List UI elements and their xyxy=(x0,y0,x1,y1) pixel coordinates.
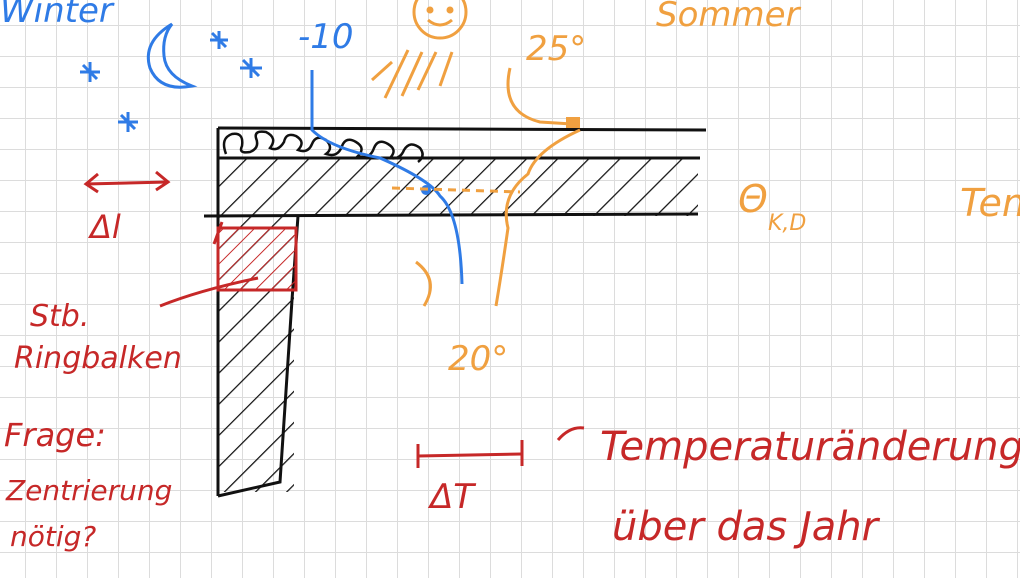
star-icons xyxy=(80,31,262,132)
label-tem: Tem xyxy=(960,181,1020,225)
label-winter: Winter xyxy=(0,0,115,31)
roof-slab xyxy=(218,158,698,216)
delta-t-bar xyxy=(416,440,524,468)
arrow-head-summer xyxy=(566,117,580,131)
label-zentrierung: Zentrierung xyxy=(5,474,172,507)
label-temperaturaenderung: Temperaturänderung xyxy=(600,424,1020,470)
label-noetig: nötig? xyxy=(10,520,96,553)
label-ringbalken: Ringbalken xyxy=(14,341,182,376)
insulation-layer xyxy=(217,126,707,163)
label-stb: Stb. xyxy=(30,299,89,334)
curve-winter-temp xyxy=(310,70,464,285)
sun-icon xyxy=(370,0,468,99)
pointer-ring-beam xyxy=(159,276,259,308)
label-delta-t: ΔT xyxy=(427,477,476,517)
label-theta-sub: K,D xyxy=(768,211,806,236)
label-theta: Θ xyxy=(738,177,768,221)
dashed-summer-line xyxy=(391,186,521,194)
label-sommer: Sommer xyxy=(656,0,802,35)
label-20: 20° xyxy=(448,339,508,379)
pointer-temp-change xyxy=(556,426,585,441)
label-minus10: -10 xyxy=(298,17,354,57)
curve-inside xyxy=(415,260,432,307)
moon-icon xyxy=(146,22,198,89)
label-ueber-das-jahr: über das Jahr xyxy=(612,504,881,550)
arrow-summer xyxy=(506,67,573,126)
ring-beam xyxy=(216,226,298,292)
delta-l-arrow xyxy=(83,170,171,194)
label-frage: Frage: xyxy=(4,416,106,454)
label-delta-l: Δl xyxy=(87,208,121,246)
curve-summer-temp xyxy=(494,128,581,307)
label-25: 25° xyxy=(526,29,586,69)
